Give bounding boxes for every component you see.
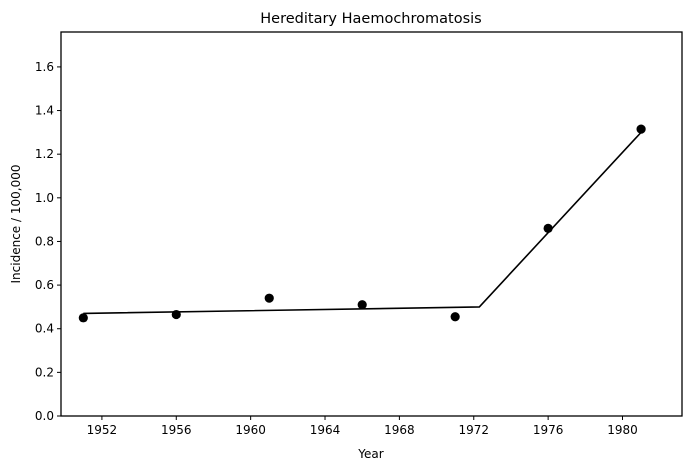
y-axis-ticks: 0.0 0.2 0.4 0.6 0.8 1.0 1.2 1.4 1.6 xyxy=(35,60,61,423)
data-point xyxy=(450,312,460,322)
y-tick-label: 1.2 xyxy=(35,147,54,161)
data-point xyxy=(264,293,274,303)
x-tick-label: 1952 xyxy=(87,423,118,437)
y-tick-label: 0.4 xyxy=(35,322,54,336)
x-tick-label: 1976 xyxy=(533,423,564,437)
x-tick-label: 1972 xyxy=(458,423,489,437)
data-points-group xyxy=(78,124,646,323)
fit-line-group xyxy=(83,131,642,315)
y-tick-label: 1.0 xyxy=(35,191,54,205)
y-tick-label: 0.2 xyxy=(35,365,54,379)
data-point xyxy=(78,313,88,323)
fit-line xyxy=(83,131,642,315)
chart-title: Hereditary Haemochromatosis xyxy=(260,11,481,27)
x-tick-label: 1980 xyxy=(607,423,638,437)
plot-frame xyxy=(60,31,683,417)
x-tick-label: 1964 xyxy=(310,423,341,437)
data-point xyxy=(357,300,367,310)
data-point xyxy=(171,309,181,320)
y-tick-label: 0.6 xyxy=(35,278,54,292)
x-tick-label: 1956 xyxy=(161,423,192,437)
data-point xyxy=(636,124,646,134)
x-tick-label: 1960 xyxy=(235,423,266,437)
x-axis-ticks: 1952 1956 1960 1964 1968 1972 1976 1980 xyxy=(87,416,638,437)
x-tick-label: 1968 xyxy=(384,423,415,437)
y-tick-label: 1.4 xyxy=(35,104,54,118)
y-tick-label: 0.8 xyxy=(35,234,54,248)
x-axis-label: Year xyxy=(357,447,383,461)
data-point xyxy=(543,223,553,233)
y-tick-label: 0.0 xyxy=(35,409,54,423)
y-axis-label: Incidence / 100,000 xyxy=(9,165,23,284)
y-tick-label: 1.6 xyxy=(35,60,54,74)
